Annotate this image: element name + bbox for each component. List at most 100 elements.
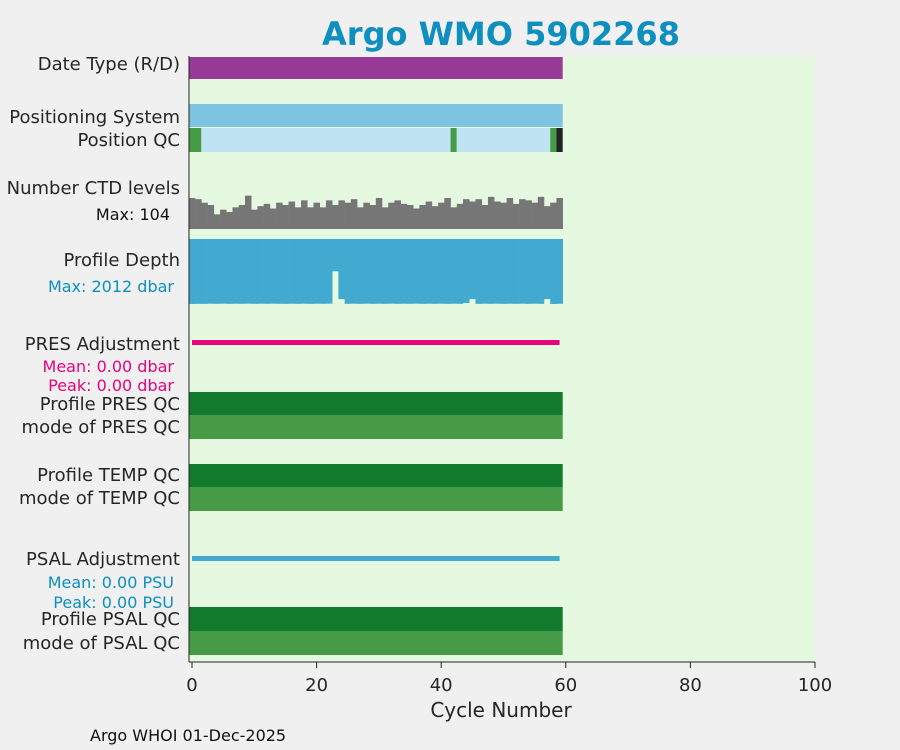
bar-profile-depth-53 — [519, 239, 526, 304]
bar-ctd-levels-5 — [220, 209, 227, 229]
bar-ctd-levels-9 — [244, 195, 252, 229]
bar-profile-depth-9 — [244, 239, 252, 304]
x-tick-label-0: 0 — [186, 675, 197, 696]
bar-mode-psal-qc — [188, 631, 563, 655]
label-mode-psal-qc: mode of PSAL QC — [23, 633, 180, 654]
bar-profile-depth-37 — [419, 239, 426, 304]
bar-ctd-levels-12 — [263, 203, 271, 229]
bar-ctd-levels-32 — [388, 202, 395, 229]
bar-ctd-levels-29 — [369, 205, 377, 229]
bar-mode-temp-qc — [188, 487, 563, 511]
bar-ctd-levels-51 — [506, 198, 514, 229]
label-mode-pres-qc: mode of PRES QC — [22, 417, 180, 438]
bar-ctd-levels-16 — [288, 201, 296, 229]
label-depth-max: Max: 2012 dbar — [48, 277, 174, 296]
plot-frame — [188, 56, 815, 663]
bar-ctd-levels-26 — [350, 199, 358, 229]
bar-ctd-levels-8 — [238, 205, 246, 229]
bar-profile-depth-17 — [294, 239, 302, 304]
label-psal-adjustment: PSAL Adjustment — [26, 549, 180, 570]
bar-ctd-levels-47 — [481, 205, 489, 229]
bar-profile-depth-23 — [332, 239, 339, 272]
bar-profile-depth-7 — [232, 239, 240, 304]
label-profile-temp-qc: Profile TEMP QC — [37, 465, 180, 486]
bar-profile-depth-15 — [282, 239, 289, 304]
label-positioning-system: Positioning System — [9, 107, 180, 128]
bar-ctd-levels-23 — [332, 205, 339, 229]
bar-ctd-levels-27 — [357, 207, 364, 229]
bar-profile-depth-21 — [319, 239, 327, 304]
bar-profile-depth-41 — [444, 239, 451, 304]
bar-profile-depth-56 — [537, 239, 545, 304]
bar-profile-depth-1 — [195, 239, 202, 304]
bar-profile-depth-26 — [350, 239, 358, 304]
bar-ctd-levels-15 — [282, 205, 289, 229]
bar-date-type — [188, 57, 563, 79]
bar-profile-depth-43 — [456, 239, 464, 304]
bar-ctd-levels-33 — [394, 200, 402, 229]
bar-profile-depth-31 — [382, 239, 389, 304]
line-psal-adjustment — [192, 556, 560, 561]
bar-ctd-levels-55 — [531, 202, 539, 229]
bar-profile-depth-45 — [469, 239, 476, 300]
bar-position-qc-1 — [201, 128, 451, 152]
bar-ctd-levels-35 — [406, 205, 414, 229]
bar-profile-temp-qc — [188, 464, 563, 487]
data-marks — [188, 57, 563, 655]
x-tick-label-100: 100 — [798, 675, 832, 696]
bar-profile-depth-5 — [220, 239, 227, 304]
bar-profile-depth-18 — [301, 239, 308, 304]
bar-profile-depth-34 — [400, 239, 408, 304]
bar-ctd-levels-0 — [188, 198, 196, 229]
bar-ctd-levels-52 — [512, 203, 520, 229]
bar-profile-depth-42 — [450, 239, 458, 304]
bar-ctd-levels-39 — [431, 206, 439, 229]
bar-ctd-levels-4 — [213, 214, 221, 229]
label-profile-pres-qc: Profile PRES QC — [40, 394, 180, 415]
bar-profile-pres-qc — [188, 392, 563, 415]
bar-profile-depth-25 — [344, 239, 352, 304]
bar-ctd-levels-31 — [382, 207, 389, 229]
bar-ctd-levels-30 — [375, 198, 383, 229]
bar-profile-depth-30 — [375, 239, 383, 304]
bar-profile-depth-4 — [213, 239, 221, 304]
bar-ctd-levels-58 — [550, 202, 557, 229]
bar-ctd-levels-11 — [257, 206, 264, 229]
bar-profile-depth-52 — [512, 239, 520, 304]
bar-ctd-levels-21 — [319, 207, 327, 229]
bar-ctd-levels-40 — [438, 202, 445, 229]
bar-ctd-levels-7 — [232, 207, 240, 229]
bar-ctd-levels-17 — [294, 207, 302, 229]
bar-profile-depth-57 — [543, 239, 551, 300]
bar-positioning-system — [188, 104, 563, 127]
bar-profile-depth-47 — [481, 239, 489, 304]
label-psal-mean: Mean: 0.00 PSU — [48, 573, 174, 592]
bar-profile-depth-38 — [425, 239, 433, 304]
bar-ctd-levels-24 — [338, 200, 345, 229]
bar-ctd-levels-57 — [543, 206, 551, 229]
bar-ctd-levels-13 — [269, 208, 277, 229]
line-pres-adjustment — [192, 340, 560, 345]
bar-ctd-levels-45 — [469, 201, 476, 229]
x-tick-label-20: 20 — [305, 675, 328, 696]
label-profile-depth: Profile Depth — [63, 250, 180, 271]
x-tick-label-40: 40 — [430, 675, 453, 696]
x-axis-ticks: 0 20 40 60 80 100 — [186, 662, 832, 696]
bar-ctd-levels-25 — [344, 202, 352, 229]
bar-ctd-levels-19 — [307, 207, 314, 229]
bar-ctd-levels-10 — [251, 209, 258, 229]
bar-profile-depth-11 — [257, 239, 264, 304]
bar-ctd-levels-1 — [195, 199, 202, 229]
bar-profile-depth-35 — [406, 239, 414, 304]
bar-ctd-levels-56 — [537, 196, 545, 229]
bar-ctd-levels-41 — [444, 198, 451, 229]
bar-profile-depth-48 — [487, 239, 495, 304]
bar-ctd-levels-48 — [487, 196, 495, 229]
label-psal-peak: Peak: 0.00 PSU — [53, 593, 174, 612]
bar-profile-depth-13 — [269, 239, 277, 304]
x-tick-label-80: 80 — [679, 675, 702, 696]
bar-ctd-levels-42 — [450, 207, 458, 229]
bar-profile-depth-29 — [369, 239, 377, 304]
row-labels: Date Type (R/D) Positioning System Posit… — [7, 54, 180, 654]
